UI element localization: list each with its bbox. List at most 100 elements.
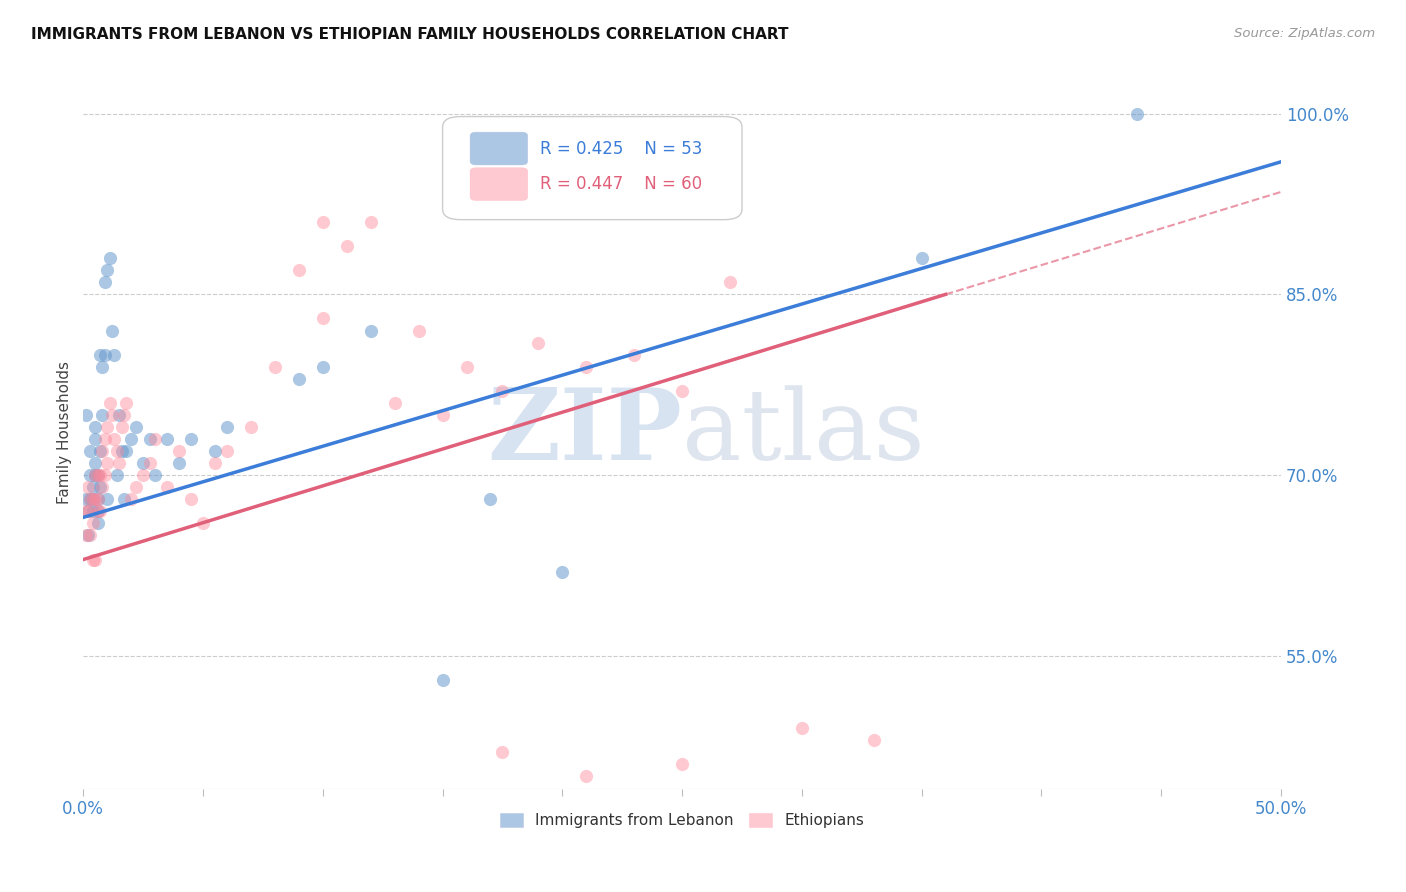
Point — [479, 492, 502, 507]
Point — [82, 492, 104, 507]
Point — [86, 504, 108, 518]
Point — [89, 480, 111, 494]
Point — [77, 504, 100, 518]
Point — [575, 769, 598, 783]
Point — [84, 552, 107, 566]
Point — [312, 215, 335, 229]
Point — [84, 420, 107, 434]
Point — [89, 444, 111, 458]
Point — [98, 396, 121, 410]
Point — [384, 396, 406, 410]
Point — [86, 504, 108, 518]
Point — [180, 492, 202, 507]
Point — [432, 673, 454, 687]
Point — [96, 456, 118, 470]
Point — [94, 276, 117, 290]
Point — [671, 757, 693, 772]
Point — [408, 324, 430, 338]
Point — [75, 408, 97, 422]
Point — [312, 359, 335, 374]
Point — [79, 492, 101, 507]
Point — [89, 468, 111, 483]
Point — [180, 432, 202, 446]
Point — [79, 468, 101, 483]
Point — [911, 251, 934, 265]
Point — [96, 492, 118, 507]
Point — [204, 456, 226, 470]
Point — [456, 359, 478, 374]
Point — [112, 492, 135, 507]
Point — [84, 432, 107, 446]
Point — [91, 359, 114, 374]
Point — [110, 420, 132, 434]
Point — [167, 444, 190, 458]
Point — [86, 492, 108, 507]
Point — [75, 504, 97, 518]
Point — [264, 359, 287, 374]
Point — [82, 504, 104, 518]
Point — [82, 552, 104, 566]
Point — [120, 432, 142, 446]
Point — [108, 408, 131, 422]
Point — [94, 468, 117, 483]
Point — [77, 528, 100, 542]
Point — [239, 420, 262, 434]
FancyBboxPatch shape — [470, 168, 527, 201]
Point — [551, 565, 574, 579]
Point — [215, 420, 238, 434]
Point — [288, 263, 311, 277]
FancyBboxPatch shape — [443, 117, 742, 219]
Point — [115, 396, 138, 410]
Point — [79, 492, 101, 507]
Point — [79, 444, 101, 458]
Point — [215, 444, 238, 458]
Point — [77, 504, 100, 518]
Text: ZIP: ZIP — [488, 384, 682, 482]
Text: atlas: atlas — [682, 385, 925, 481]
Text: R = 0.447    N = 60: R = 0.447 N = 60 — [540, 175, 702, 193]
Point — [101, 408, 124, 422]
Point — [86, 492, 108, 507]
Text: Source: ZipAtlas.com: Source: ZipAtlas.com — [1234, 27, 1375, 40]
Point — [105, 468, 128, 483]
Point — [491, 745, 513, 759]
Point — [110, 444, 132, 458]
Point — [156, 432, 179, 446]
Point — [139, 456, 162, 470]
Point — [86, 468, 108, 483]
Point — [125, 480, 148, 494]
Point — [139, 432, 162, 446]
Point — [360, 324, 382, 338]
Point — [527, 335, 550, 350]
Point — [77, 480, 100, 494]
Point — [91, 480, 114, 494]
Point — [101, 324, 124, 338]
Point — [143, 432, 166, 446]
Point — [82, 492, 104, 507]
Point — [204, 444, 226, 458]
Point — [75, 492, 97, 507]
Point — [491, 384, 513, 398]
Point — [671, 384, 693, 398]
Point — [312, 311, 335, 326]
Point — [96, 263, 118, 277]
Point — [103, 348, 125, 362]
Point — [108, 456, 131, 470]
Point — [132, 456, 155, 470]
Y-axis label: Family Households: Family Households — [58, 361, 72, 505]
Point — [84, 456, 107, 470]
Point — [103, 432, 125, 446]
Point — [288, 372, 311, 386]
Point — [94, 348, 117, 362]
Point — [718, 276, 741, 290]
Point — [89, 348, 111, 362]
Point — [89, 504, 111, 518]
Point — [125, 420, 148, 434]
Point — [84, 468, 107, 483]
Point — [115, 444, 138, 458]
Point — [82, 516, 104, 531]
Point — [143, 468, 166, 483]
Point — [120, 492, 142, 507]
Point — [86, 468, 108, 483]
Point — [98, 251, 121, 265]
